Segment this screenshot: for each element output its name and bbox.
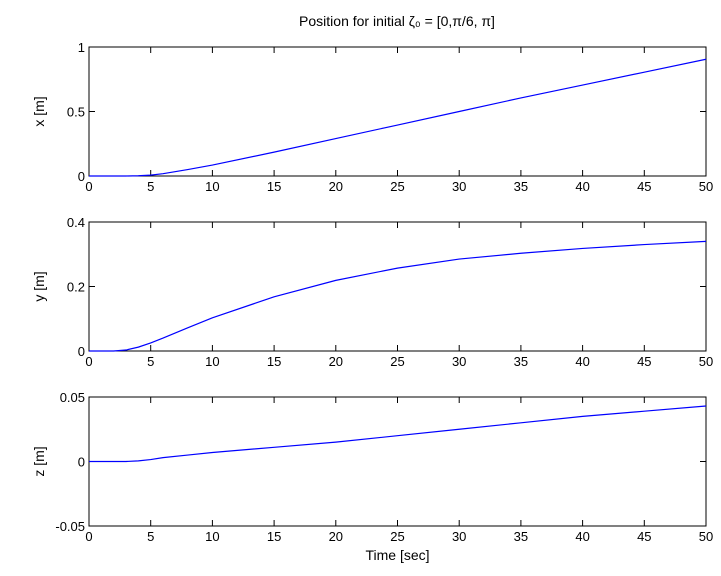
x-tick-label: 5 <box>147 354 154 369</box>
y-axis-label-y: y [m] <box>31 271 47 301</box>
x-tick-label: 40 <box>575 354 589 369</box>
x-tick-label: 30 <box>452 179 466 194</box>
y-tick-label: 0 <box>78 169 85 184</box>
x-tick-label: 20 <box>329 354 343 369</box>
series-line-z <box>89 405 707 463</box>
x-tick-label: 0 <box>85 529 92 544</box>
plot-area-x <box>88 46 707 177</box>
x-tick-label: 45 <box>637 179 651 194</box>
x-tick-label: 0 <box>85 179 92 194</box>
x-tick-label: 40 <box>575 179 589 194</box>
series-line-x <box>89 58 707 177</box>
y-tick-label: -0.05 <box>55 519 85 534</box>
chart-title: Position for initial ζ₀ = [0,π/6, π] <box>299 13 495 29</box>
x-tick-label: 50 <box>699 354 713 369</box>
x-tick-label: 20 <box>329 529 343 544</box>
y-tick-label: 0.5 <box>67 105 85 120</box>
x-tick-label: 30 <box>452 529 466 544</box>
x-tick-label: 25 <box>390 179 404 194</box>
x-axis-label: Time [sec] <box>365 547 429 563</box>
x-tick-label: 10 <box>205 354 219 369</box>
x-tick-label: 25 <box>390 354 404 369</box>
y-tick-label: 0 <box>78 344 85 359</box>
x-tick-label: 45 <box>637 529 651 544</box>
y-axis-label-x: x [m] <box>31 96 47 126</box>
x-tick-label: 5 <box>147 179 154 194</box>
x-tick-label: 40 <box>575 529 589 544</box>
x-tick-label: 15 <box>267 179 281 194</box>
x-tick-label: 0 <box>85 354 92 369</box>
x-tick-label: 35 <box>514 179 528 194</box>
x-tick-label: 35 <box>514 354 528 369</box>
x-tick-label: 45 <box>637 354 651 369</box>
subplot-y: 0 5 10 15 20 25 30 35 40 45 50 0 0.2 0.4 y [m] <box>31 215 713 369</box>
y-tick-label: 0.05 <box>60 390 85 405</box>
y-axis-label-z: z [m] <box>31 446 47 476</box>
x-tick-label: 50 <box>699 529 713 544</box>
x-tick-label: 10 <box>205 179 219 194</box>
plot-area-y <box>88 221 707 352</box>
plot-area-z <box>88 396 707 527</box>
y-tick-label: 0 <box>78 455 85 470</box>
x-tick-label: 30 <box>452 354 466 369</box>
subplot-x: 0 5 10 15 20 25 30 35 40 45 50 0 0.5 1 x [m] <box>31 40 713 194</box>
x-tick-label: 25 <box>390 529 404 544</box>
x-tick-label: 15 <box>267 354 281 369</box>
y-tick-label: 0.2 <box>67 280 85 295</box>
y-tick-label: 1 <box>78 40 85 55</box>
x-tick-label: 15 <box>267 529 281 544</box>
x-tick-label: 35 <box>514 529 528 544</box>
x-tick-label: 10 <box>205 529 219 544</box>
y-tick-label: 0.4 <box>67 215 85 230</box>
x-tick-label: 20 <box>329 179 343 194</box>
x-tick-label: 50 <box>699 179 713 194</box>
x-tick-label: 5 <box>147 529 154 544</box>
series-line-y <box>89 240 707 352</box>
